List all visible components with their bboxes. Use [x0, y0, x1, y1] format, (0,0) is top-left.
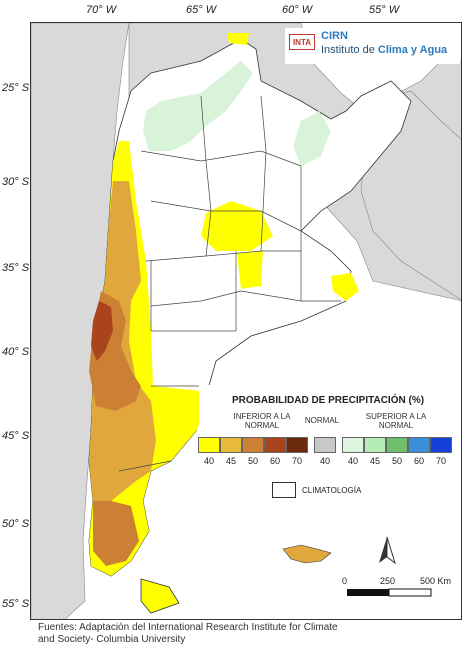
latitude-label-35s: 35° S: [2, 262, 30, 274]
latitude-label-50s: 50° S: [2, 518, 30, 530]
scale-label-500: 500 Km: [420, 576, 452, 586]
latitude-label-55s: 55° S: [2, 598, 30, 610]
institute-name: Instituto de Clima y Agua: [321, 44, 447, 56]
map-frame: [30, 22, 462, 620]
source-note: Fuentes: Adaptación del International Re…: [38, 622, 438, 646]
cirn-label: CIRN: [321, 30, 348, 42]
legend-value-below-70: 70: [291, 456, 302, 466]
institute-emph: Clima y Agua: [377, 44, 448, 56]
scale-label-250: 250: [380, 576, 396, 586]
green-40-northeast: [293, 111, 331, 166]
legend-value-below-40: 40: [203, 456, 214, 466]
yellow-pampa-patch: [237, 251, 263, 289]
yellow-coast-patch: [331, 273, 359, 301]
legend-above-label: SUPERIOR A LA NORMAL: [365, 412, 427, 430]
tierra-del-fuego: [140, 578, 180, 614]
legend-swatch-normal-40: [314, 437, 336, 453]
latitude-label-40s: 40° S: [2, 346, 30, 358]
legend-swatch-above-60: [408, 437, 430, 453]
legend-panel: [199, 385, 461, 467]
legend-normal-label: NORMAL: [304, 416, 340, 425]
legend-value-above-45: 45: [369, 456, 380, 466]
scale-label-0: 0: [342, 576, 348, 586]
source-line-1: Fuentes: Adaptación del International Re…: [38, 622, 338, 633]
yellow-north-patch: [227, 33, 249, 45]
legend-swatch-above-50: [386, 437, 408, 453]
green-40-northwest: [143, 61, 253, 151]
legend-value-below-45: 45: [225, 456, 236, 466]
institute-prefix: Instituto de: [321, 44, 378, 56]
legend-value-above-40: 40: [347, 456, 358, 466]
latitude-label-45s: 45° S: [2, 430, 30, 442]
legend-value-normal-40: 40: [319, 456, 330, 466]
legend-swatch-above-40: [342, 437, 364, 453]
legend-value-above-60: 60: [413, 456, 424, 466]
climatology-swatch: [272, 482, 296, 498]
legend-value-below-50: 50: [247, 456, 258, 466]
brown-south-area: [93, 501, 139, 566]
legend-value-below-60: 60: [269, 456, 280, 466]
legend-swatch-below-50: [242, 437, 264, 453]
longitude-label-70w: 70° W: [86, 4, 117, 16]
institution-logo: INTA CIRN Instituto de Clima y Agua: [285, 28, 460, 64]
malvinas-islands: [282, 544, 332, 564]
legend-swatch-below-60: [264, 437, 286, 453]
latitude-label-30s: 30° S: [2, 176, 30, 188]
legend-swatch-below-45: [220, 437, 242, 453]
yellow-central-patch: [201, 201, 273, 251]
map-svg: [31, 23, 461, 619]
legend-swatch-below-70: [286, 437, 308, 453]
legend-swatch-above-45: [364, 437, 386, 453]
longitude-label-60w: 60° W: [282, 4, 313, 16]
orange-45-area: [89, 181, 156, 501]
latitude-label-25s: 25° S: [2, 82, 30, 94]
province-boundaries: [118, 95, 341, 472]
legend-below-label: INFERIOR A LA NORMAL: [233, 412, 291, 430]
legend-swatch-above-70: [430, 437, 452, 453]
inta-logo: INTA: [289, 34, 315, 50]
climatology-label: CLIMATOLOGÍA: [302, 486, 362, 495]
longitude-label-65w: 65° W: [186, 4, 217, 16]
legend-title: PROBABILIDAD DE PRECIPITACIÓN (%): [232, 395, 425, 406]
north-arrow: [379, 536, 396, 565]
source-line-2: and Society- Columbia University: [38, 634, 186, 645]
legend-value-above-70: 70: [435, 456, 446, 466]
longitude-label-55w: 55° W: [369, 4, 400, 16]
scale-bar: [347, 588, 432, 597]
orange-60-area: [91, 301, 113, 361]
legend-swatch-below-40: [198, 437, 220, 453]
legend-value-above-50: 50: [391, 456, 402, 466]
